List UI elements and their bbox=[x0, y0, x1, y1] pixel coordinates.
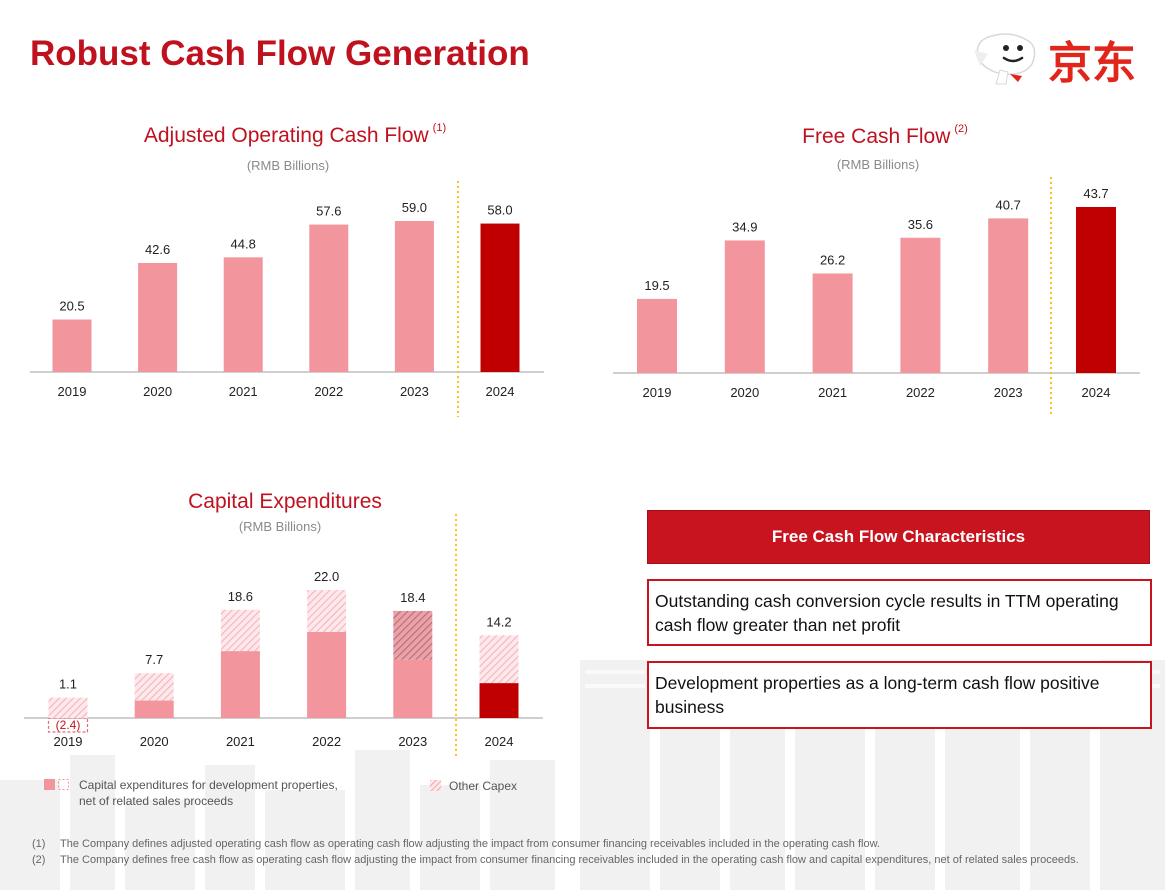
page-title: Robust Cash Flow Generation bbox=[30, 34, 530, 73]
capex-other-bar-2021 bbox=[220, 609, 260, 652]
fcf-chart-subtitle: (RMB Billions) bbox=[836, 157, 920, 172]
capex-negative-label-2019: (2.4) bbox=[56, 718, 81, 732]
fcf-x-tick-2020: 2020 bbox=[730, 385, 759, 400]
ocf-bar-2021 bbox=[223, 257, 263, 372]
fcf-bar-2023 bbox=[988, 218, 1029, 373]
capex-chart-title: Capital Expenditures bbox=[188, 490, 382, 513]
joy-dog-icon bbox=[974, 33, 1036, 85]
fcf-characteristic-point-1: Outstanding cash conversion cycle result… bbox=[647, 579, 1152, 646]
fcf-value-label-2021: 26.2 bbox=[820, 252, 845, 267]
fcf-bar-2021 bbox=[812, 273, 853, 373]
fcf-title-note: (2) bbox=[954, 123, 968, 135]
fcf-x-tick-2023: 2023 bbox=[994, 385, 1023, 400]
capex-dev-bar-2024 bbox=[479, 683, 519, 718]
capex-x-tick-2024: 2024 bbox=[485, 734, 514, 749]
ocf-x-tick-2024: 2024 bbox=[486, 384, 515, 399]
ocf-title-note: (1) bbox=[432, 122, 447, 134]
jd-logo: 京东 bbox=[974, 33, 1136, 86]
fcf-bar-2024 bbox=[1076, 207, 1116, 373]
legend-other-capex-swatch bbox=[430, 780, 441, 791]
footnote-2: (2) The Company defines free cash flow a… bbox=[32, 852, 1152, 868]
footnote-1: (1) The Company defines adjusted operati… bbox=[32, 836, 1152, 852]
footnotes: (1) The Company defines adjusted operati… bbox=[32, 836, 1152, 868]
fcf-title-text: Free Cash Flow bbox=[802, 125, 951, 148]
ocf-x-tick-2019: 2019 bbox=[58, 384, 87, 399]
capex-dev-bar-2019 bbox=[47, 717, 89, 733]
fcf-x-tick-2019: 2019 bbox=[643, 385, 672, 400]
ocf-bar-2019 bbox=[52, 319, 92, 372]
fcf-characteristic-point-2: Development properties as a long-term ca… bbox=[647, 661, 1152, 729]
fcf-bar-2019 bbox=[637, 298, 677, 373]
ocf-chart-subtitle: (RMB Billions) bbox=[246, 158, 330, 173]
legend-dev-properties-swatch bbox=[44, 779, 69, 790]
fcf-characteristics-header: Free Cash Flow Characteristics bbox=[647, 510, 1150, 564]
legend-other-capex: Other Capex bbox=[449, 779, 518, 793]
footnote-1-number: (1) bbox=[32, 838, 46, 850]
ocf-chart-title: Adjusted Operating Cash Flow (1) bbox=[100, 122, 490, 148]
fcf-value-label-2023: 40.7 bbox=[996, 197, 1021, 212]
fcf-chart-title: Free Cash Flow (2) bbox=[720, 123, 1050, 149]
ocf-x-tick-2022: 2022 bbox=[314, 384, 343, 399]
ocf-bar-2020 bbox=[138, 262, 178, 372]
legend-dev-properties-line2: net of related sales proceeds bbox=[79, 794, 234, 808]
capex-other-bar-2024 bbox=[479, 635, 519, 684]
ocf-value-label-2023: 59.0 bbox=[402, 200, 427, 215]
capex-other-bar-2020 bbox=[134, 673, 174, 701]
fcf-value-label-2022: 35.6 bbox=[908, 217, 933, 232]
ocf-bar-2024 bbox=[480, 223, 520, 372]
logo-text: 京东 bbox=[1048, 39, 1136, 86]
capex-dev-bar-2023 bbox=[393, 659, 433, 718]
ocf-bar-2023 bbox=[394, 221, 434, 372]
fcf-value-label-2024: 43.7 bbox=[1083, 186, 1108, 201]
capex-dev-bar-2021 bbox=[220, 651, 260, 718]
footnote-1-text: The Company defines adjusted operating c… bbox=[60, 838, 880, 850]
ocf-x-tick-2023: 2023 bbox=[400, 384, 429, 399]
capex-x-tick-2023: 2023 bbox=[398, 734, 427, 749]
capex-other-bar-2019 bbox=[48, 697, 88, 718]
capex-x-tick-2022: 2022 bbox=[312, 734, 341, 749]
footnote-2-text: The Company defines free cash flow as op… bbox=[60, 854, 1079, 866]
legend-dev-properties-line1: Capital expenditures for development pro… bbox=[79, 778, 338, 792]
skyline-background bbox=[0, 660, 1165, 890]
fcf-bar-2022 bbox=[900, 237, 941, 373]
capex-dev-bar-2020 bbox=[134, 700, 174, 718]
capex-dev-bar-2022 bbox=[307, 631, 347, 718]
fcf-x-tick-2024: 2024 bbox=[1082, 385, 1111, 400]
ocf-x-tick-2021: 2021 bbox=[229, 384, 258, 399]
capex-x-tick-2019: 2019 bbox=[54, 734, 83, 749]
fcf-x-tick-2021: 2021 bbox=[818, 385, 847, 400]
ocf-value-label-2024: 58.0 bbox=[487, 203, 512, 218]
legend-dev-properties: Capital expenditures for development pro… bbox=[79, 777, 338, 809]
fcf-value-label-2020: 34.9 bbox=[732, 219, 757, 234]
capex-total-label-2023: 18.4 bbox=[400, 590, 425, 605]
capex-total-label-2020: 7.7 bbox=[145, 652, 163, 667]
capex-total-label-2022: 22.0 bbox=[314, 569, 339, 584]
capex-other-bar-2022 bbox=[307, 590, 347, 632]
ocf-value-label-2021: 44.8 bbox=[231, 236, 256, 251]
ocf-bar-2022 bbox=[309, 224, 349, 372]
capex-x-tick-2021: 2021 bbox=[226, 734, 255, 749]
capex-total-label-2019: 1.1 bbox=[59, 677, 77, 692]
ocf-title-text: Adjusted Operating Cash Flow bbox=[143, 124, 429, 147]
ocf-value-label-2020: 42.6 bbox=[145, 242, 170, 257]
fcf-x-tick-2022: 2022 bbox=[906, 385, 935, 400]
capex-other-bar-2023 bbox=[393, 610, 433, 660]
ocf-x-tick-2020: 2020 bbox=[143, 384, 172, 399]
footnote-2-number: (2) bbox=[32, 854, 46, 866]
fcf-value-label-2019: 19.5 bbox=[644, 278, 669, 293]
capex-x-tick-2020: 2020 bbox=[140, 734, 169, 749]
ocf-value-label-2019: 20.5 bbox=[59, 299, 84, 314]
capex-total-label-2021: 18.6 bbox=[228, 589, 253, 604]
ocf-value-label-2022: 57.6 bbox=[316, 204, 341, 219]
capex-total-label-2024: 14.2 bbox=[486, 614, 511, 629]
capex-chart-subtitle: (RMB Billions) bbox=[238, 519, 322, 534]
fcf-bar-2020 bbox=[724, 240, 765, 373]
